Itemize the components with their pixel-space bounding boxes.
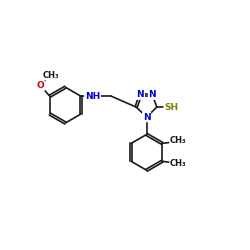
Text: SH: SH (164, 102, 178, 112)
Text: NH: NH (85, 92, 100, 101)
Text: N: N (143, 112, 150, 122)
Text: CH₃: CH₃ (42, 71, 59, 80)
Text: CH₃: CH₃ (170, 159, 186, 168)
Text: N: N (148, 90, 156, 99)
Text: N: N (136, 90, 144, 99)
Text: O: O (36, 81, 44, 90)
Text: CH₃: CH₃ (170, 136, 186, 145)
